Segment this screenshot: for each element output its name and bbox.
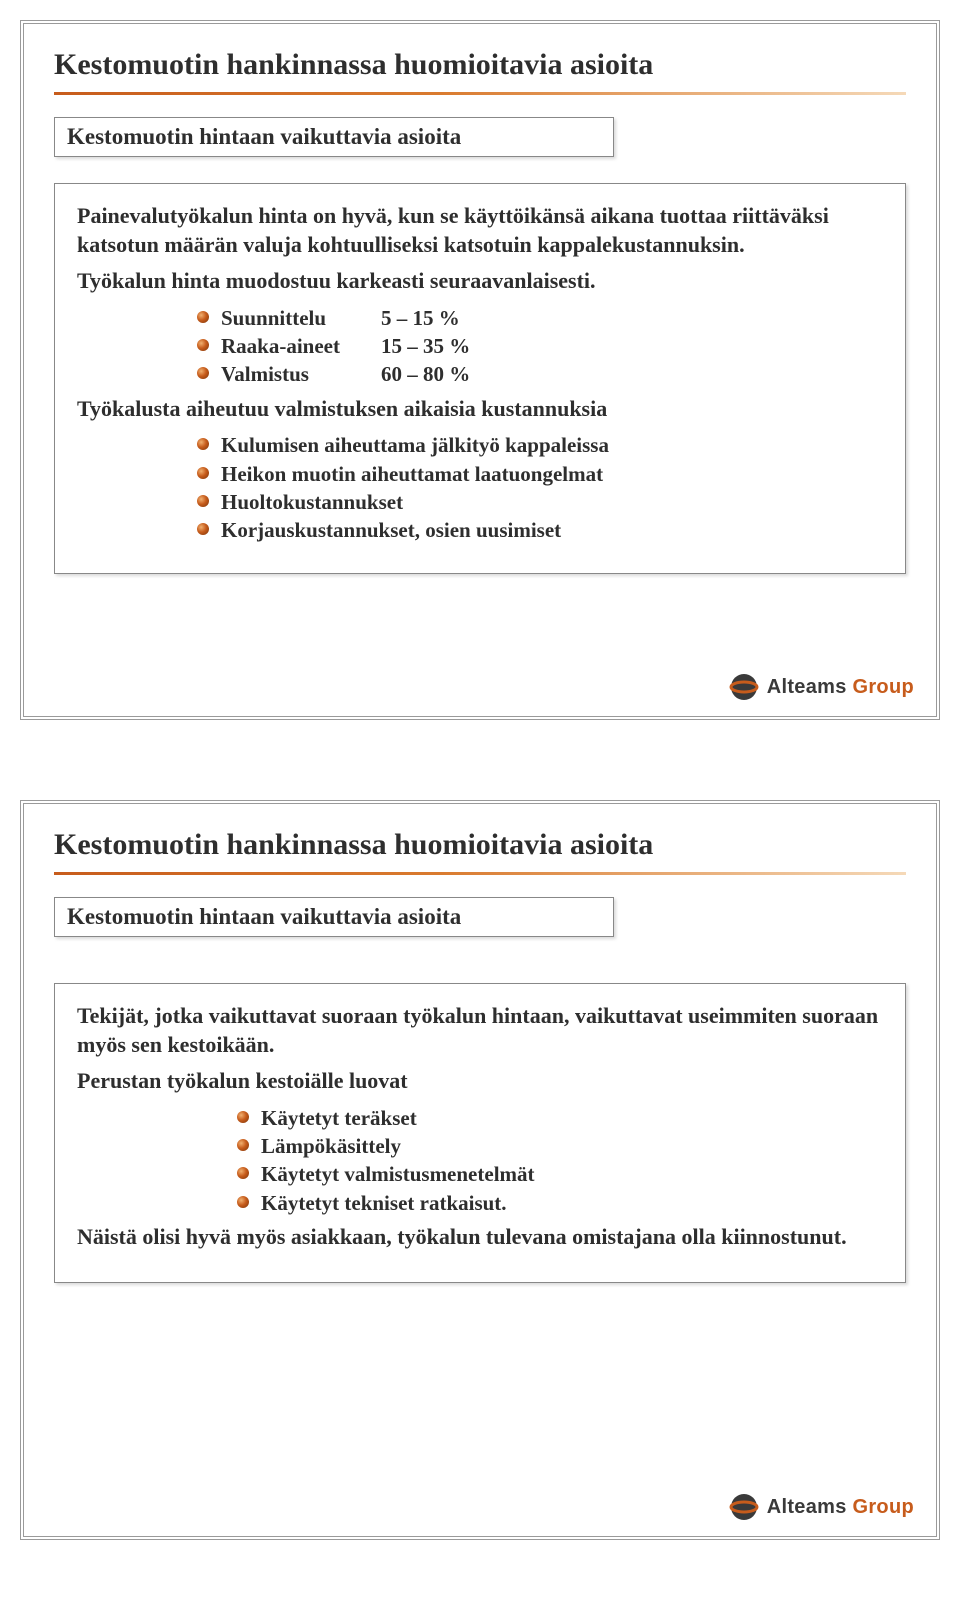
cost-breakdown-list: Suunnittelu5 – 15 % Raaka-aineet15 – 35 … bbox=[77, 304, 883, 389]
list-item: Käytetyt tekniset ratkaisut. bbox=[237, 1189, 883, 1217]
brand-name: Alteams Group bbox=[767, 1496, 914, 1519]
cost-label: Suunnittelu bbox=[221, 304, 381, 332]
cost-value: 5 – 15 % bbox=[381, 304, 501, 332]
title-underline bbox=[54, 872, 906, 875]
cost-value: 15 – 35 % bbox=[381, 332, 501, 360]
slide2-content-box: Tekijät, jotka vaikuttavat suoraan työka… bbox=[54, 983, 906, 1283]
slide2-para3: Näistä olisi hyvä myös asiakkaan, työkal… bbox=[77, 1223, 883, 1252]
cost-label: Raaka-aineet bbox=[221, 332, 381, 360]
list-item: Huoltokustannukset bbox=[197, 488, 883, 516]
slide1-content-box: Painevalutyökalun hinta on hyvä, kun se … bbox=[54, 183, 906, 574]
list-item: Raaka-aineet15 – 35 % bbox=[197, 332, 883, 360]
slide1-title: Kestomuotin hankinnassa huomioitavia asi… bbox=[54, 48, 906, 82]
slide1-subtitle-box: Kestomuotin hintaan vaikuttavia asioita bbox=[54, 117, 614, 157]
alteams-globe-icon bbox=[729, 1492, 759, 1522]
slide-1: Kestomuotin hankinnassa huomioitavia asi… bbox=[20, 20, 940, 720]
extra-costs-list: Kulumisen aiheuttama jälkityö kappaleiss… bbox=[77, 431, 883, 544]
title-underline bbox=[54, 92, 906, 95]
brand-name: Alteams Group bbox=[767, 676, 914, 699]
list-item: Käytetyt valmistusmenetelmät bbox=[237, 1160, 883, 1188]
slide-2: Kestomuotin hankinnassa huomioitavia asi… bbox=[20, 800, 940, 1540]
brand-logo: Alteams Group bbox=[729, 1492, 914, 1522]
slide1-para2: Työkalun hinta muodostuu karkeasti seura… bbox=[77, 267, 883, 296]
slide2-para1: Tekijät, jotka vaikuttavat suoraan työka… bbox=[77, 1002, 883, 1059]
slide2-para2: Perustan työkalun kestoiälle luovat bbox=[77, 1067, 883, 1096]
list-item: Valmistus60 – 80 % bbox=[197, 360, 883, 388]
list-item: Korjauskustannukset, osien uusimiset bbox=[197, 516, 883, 544]
factors-list: Käytetyt teräkset Lämpökäsittely Käytety… bbox=[77, 1104, 883, 1217]
list-item: Käytetyt teräkset bbox=[237, 1104, 883, 1132]
alteams-globe-icon bbox=[729, 672, 759, 702]
slide2-subtitle-box: Kestomuotin hintaan vaikuttavia asioita bbox=[54, 897, 614, 937]
slide1-para1: Painevalutyökalun hinta on hyvä, kun se … bbox=[77, 202, 883, 259]
list-item: Heikon muotin aiheuttamat laatuongelmat bbox=[197, 460, 883, 488]
brand-logo: Alteams Group bbox=[729, 672, 914, 702]
slide2-title: Kestomuotin hankinnassa huomioitavia asi… bbox=[54, 828, 906, 862]
cost-value: 60 – 80 % bbox=[381, 360, 501, 388]
cost-label: Valmistus bbox=[221, 360, 381, 388]
list-item: Kulumisen aiheuttama jälkityö kappaleiss… bbox=[197, 431, 883, 459]
list-item: Suunnittelu5 – 15 % bbox=[197, 304, 883, 332]
list-item: Lämpökäsittely bbox=[237, 1132, 883, 1160]
slide1-para3: Työkalusta aiheutuu valmistuksen aikaisi… bbox=[77, 395, 883, 424]
